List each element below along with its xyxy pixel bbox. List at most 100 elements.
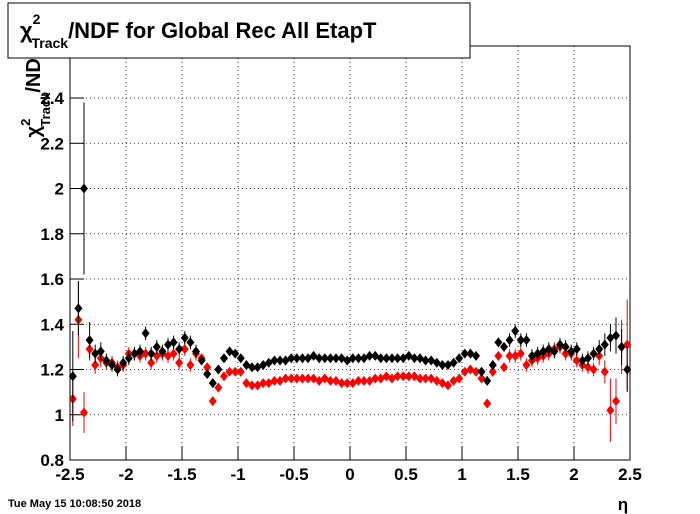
marker bbox=[169, 337, 178, 348]
marker bbox=[494, 350, 503, 361]
marker bbox=[175, 357, 184, 368]
x-tick-label: 2 bbox=[569, 465, 578, 484]
marker bbox=[298, 353, 307, 364]
x-tick-label: 2.5 bbox=[618, 465, 642, 484]
marker bbox=[203, 369, 212, 380]
marker bbox=[505, 335, 514, 346]
marker bbox=[136, 346, 144, 357]
x-tick-label: 1.5 bbox=[506, 465, 530, 484]
title-sub: Track bbox=[31, 35, 68, 51]
marker bbox=[281, 373, 290, 384]
marker bbox=[561, 341, 570, 352]
marker bbox=[500, 341, 508, 352]
marker bbox=[231, 348, 240, 359]
marker bbox=[225, 366, 234, 377]
marker bbox=[472, 350, 480, 361]
marker bbox=[124, 353, 133, 364]
marker bbox=[236, 353, 245, 364]
marker bbox=[612, 330, 620, 341]
marker bbox=[623, 364, 632, 375]
marker bbox=[606, 405, 615, 416]
marker bbox=[472, 366, 480, 377]
x-tick-label: -1.5 bbox=[167, 465, 196, 484]
marker bbox=[617, 341, 626, 352]
marker bbox=[572, 355, 581, 366]
marker bbox=[404, 371, 413, 382]
marker bbox=[522, 359, 531, 370]
marker bbox=[388, 353, 396, 364]
marker bbox=[197, 355, 206, 366]
marker bbox=[612, 396, 620, 407]
marker bbox=[220, 371, 228, 382]
marker bbox=[231, 366, 240, 377]
marker bbox=[186, 359, 195, 370]
marker bbox=[343, 378, 352, 389]
x-tick-label: -2.5 bbox=[55, 465, 84, 484]
marker bbox=[203, 362, 212, 373]
marker bbox=[147, 357, 156, 368]
x-tick-label: -2 bbox=[118, 465, 133, 484]
y-tick-label: 2.2 bbox=[40, 134, 64, 153]
timestamp: Tue May 15 10:08:50 2018 bbox=[8, 498, 141, 510]
y-label-sub: Track bbox=[38, 92, 53, 127]
marker bbox=[444, 380, 452, 391]
title-text: /NDF for Global Rec All EtapT bbox=[68, 18, 377, 43]
marker bbox=[460, 348, 469, 359]
y-tick-label: 1.4 bbox=[40, 315, 64, 334]
marker bbox=[287, 353, 296, 364]
marker bbox=[248, 362, 256, 373]
title-sup: 2 bbox=[33, 11, 41, 27]
marker bbox=[292, 373, 301, 384]
x-tick-label: 0 bbox=[345, 465, 354, 484]
y-tick-label: 2.4 bbox=[40, 89, 64, 108]
marker bbox=[119, 357, 128, 368]
marker bbox=[208, 378, 217, 389]
marker bbox=[326, 353, 335, 364]
y-tick-label: 1.8 bbox=[40, 225, 64, 244]
marker bbox=[516, 348, 525, 359]
marker bbox=[152, 341, 161, 352]
marker bbox=[483, 398, 492, 409]
marker bbox=[85, 335, 94, 346]
marker bbox=[214, 364, 223, 375]
marker bbox=[589, 348, 598, 359]
marker bbox=[320, 353, 329, 364]
marker bbox=[287, 373, 296, 384]
y-tick-label: 1.6 bbox=[40, 270, 64, 289]
marker bbox=[113, 364, 122, 375]
marker bbox=[371, 373, 380, 384]
marker bbox=[589, 364, 598, 375]
marker bbox=[214, 382, 223, 393]
marker bbox=[332, 353, 340, 364]
marker bbox=[192, 346, 200, 357]
x-tick-label: -0.5 bbox=[279, 465, 308, 484]
marker bbox=[147, 348, 156, 359]
marker bbox=[600, 339, 609, 350]
marker bbox=[270, 375, 279, 386]
marker bbox=[80, 407, 88, 418]
marker bbox=[304, 373, 312, 384]
marker bbox=[416, 373, 424, 384]
marker bbox=[74, 303, 83, 314]
x-tick-label: 0.5 bbox=[394, 465, 418, 484]
marker bbox=[516, 335, 525, 346]
marker bbox=[96, 346, 105, 357]
marker bbox=[158, 346, 167, 357]
marker bbox=[292, 353, 301, 364]
marker bbox=[505, 350, 514, 361]
x-tick-label: -1 bbox=[230, 465, 245, 484]
marker bbox=[477, 366, 486, 377]
marker bbox=[483, 375, 492, 386]
marker bbox=[337, 378, 346, 389]
marker bbox=[354, 353, 363, 364]
marker bbox=[393, 353, 402, 364]
marker bbox=[376, 353, 385, 364]
marker bbox=[500, 362, 508, 373]
marker bbox=[511, 326, 520, 337]
marker bbox=[141, 328, 150, 339]
marker bbox=[522, 335, 531, 346]
marker bbox=[270, 355, 279, 366]
marker bbox=[572, 344, 581, 355]
